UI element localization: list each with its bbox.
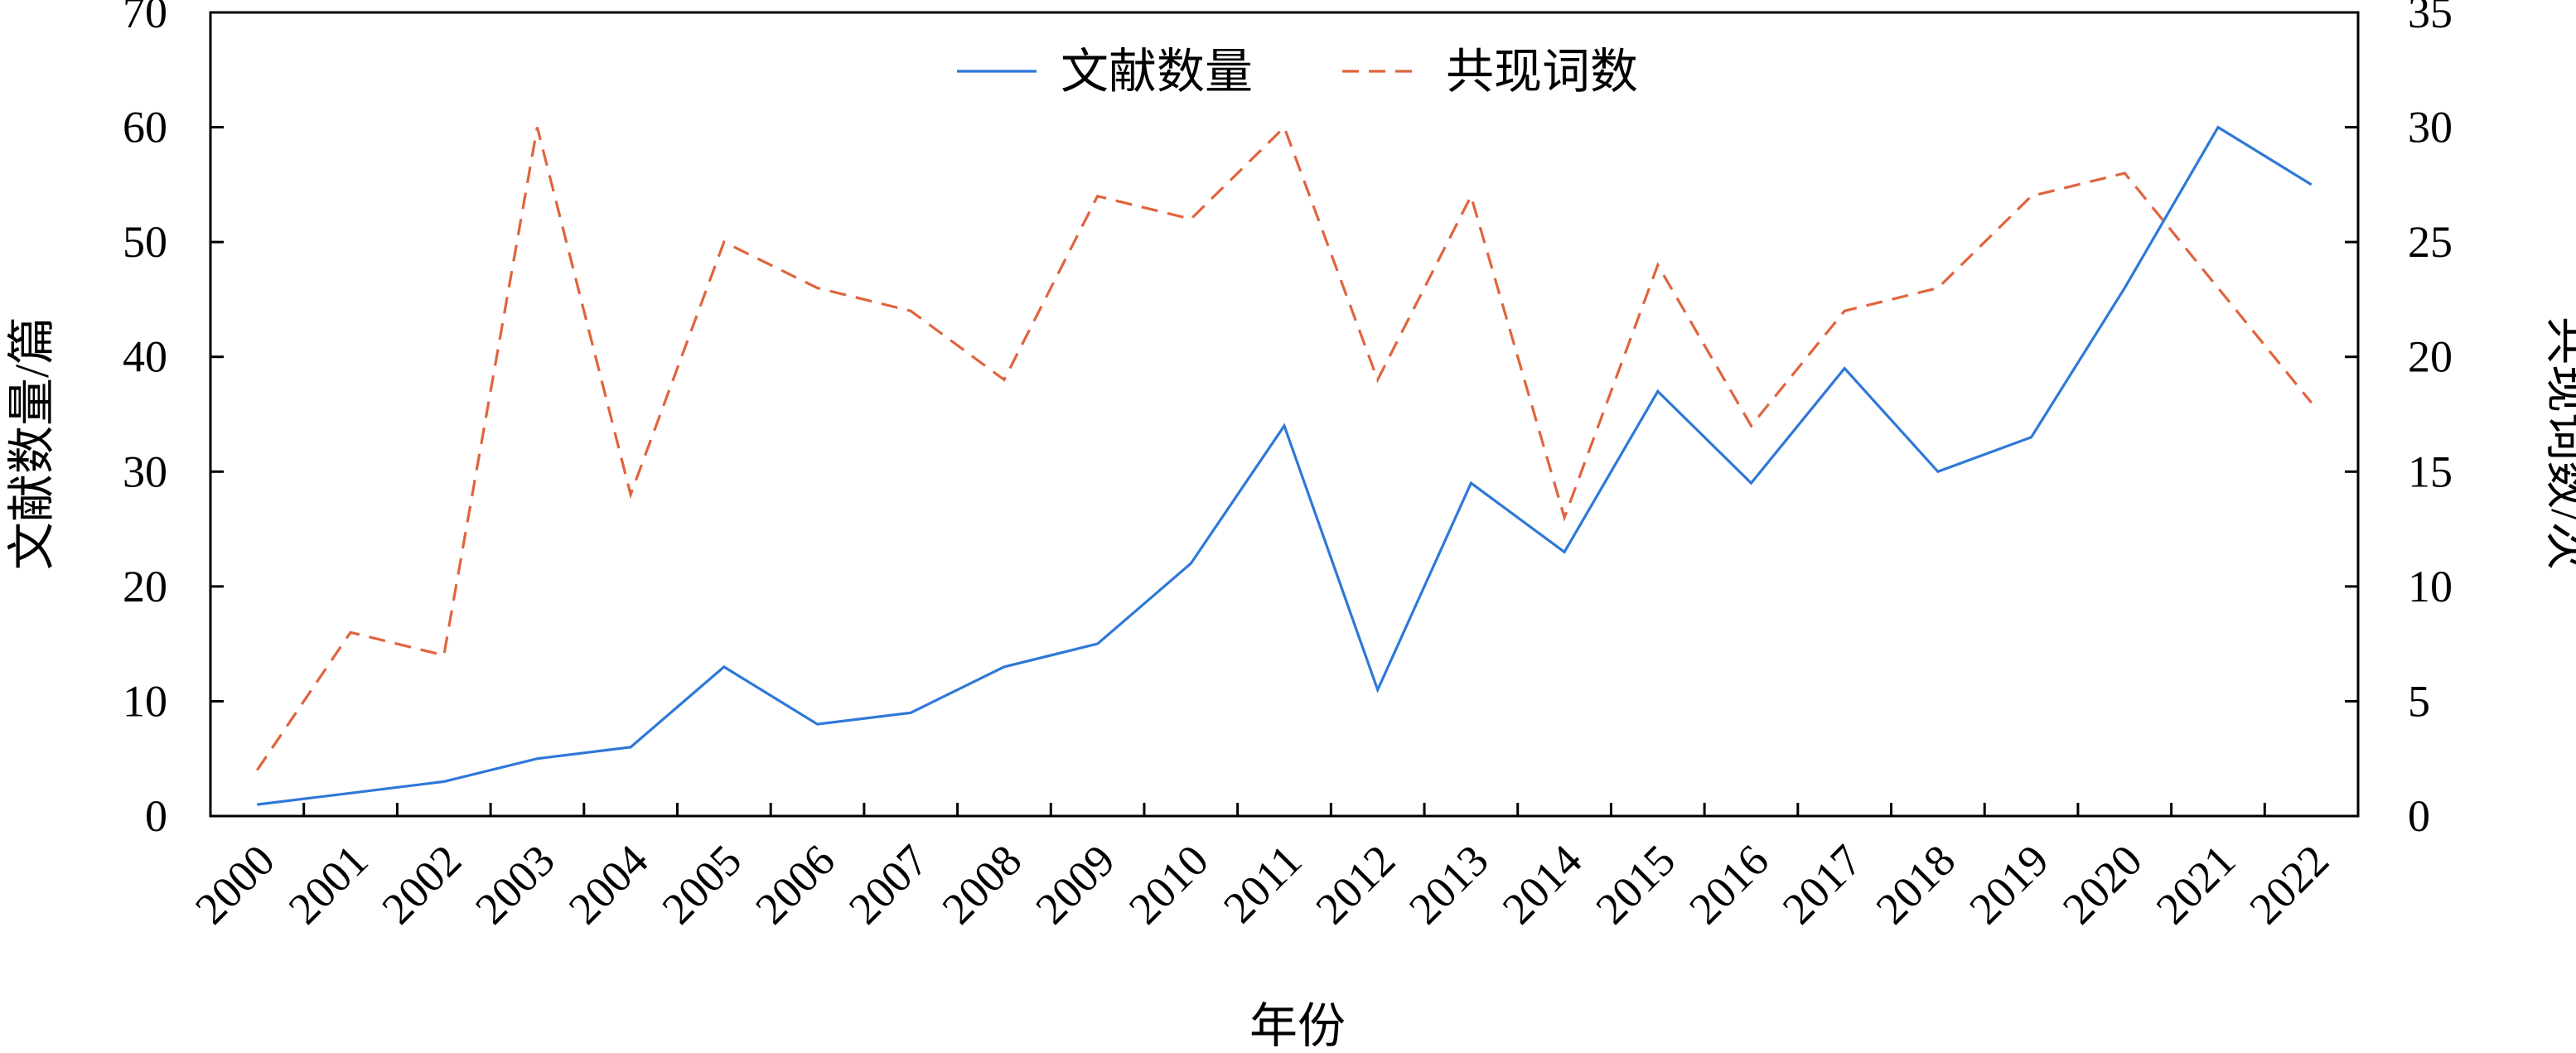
x-tick-label: 2001 — [279, 835, 378, 934]
x-tick-label: 2015 — [1586, 835, 1684, 934]
x-tick-label: 2020 — [2053, 835, 2152, 934]
x-tick-label: 2009 — [1026, 835, 1124, 934]
x-tick-label: 2002 — [372, 835, 471, 934]
x-tick-label: 2017 — [1773, 835, 1872, 934]
y-left-tick-label: 30 — [123, 447, 167, 496]
y-left-tick-label: 0 — [145, 791, 167, 841]
x-tick-label: 2000 — [186, 835, 284, 934]
x-tick-label: 2007 — [839, 835, 938, 934]
y-left-tick-label: 20 — [123, 562, 167, 611]
y-left-tick-label: 50 — [123, 217, 167, 267]
x-tick-label: 2011 — [1214, 835, 1311, 932]
y-axis-label-right: 共现词数/次 — [2541, 316, 2576, 570]
y-right-tick-label: 20 — [2408, 332, 2453, 382]
series-line-2 — [255, 124, 2313, 771]
legend: 文献数量 共现词数 — [957, 45, 1638, 99]
x-axis-label: 年份 — [1249, 999, 1346, 1053]
x-tick-label: 2012 — [1306, 835, 1404, 934]
series-line-1 — [257, 125, 2313, 806]
y-right-tick-label: 0 — [2408, 791, 2430, 841]
x-tick-label: 2019 — [1960, 835, 2058, 934]
y-right-tick-label: 15 — [2408, 447, 2453, 496]
y-left-tick-label: 10 — [123, 676, 167, 726]
x-tick-label: 2016 — [1679, 835, 1778, 934]
y-right-tick-label: 5 — [2408, 676, 2430, 726]
x-tick-label: 2022 — [2240, 835, 2338, 934]
y-right-tick-label: 30 — [2408, 103, 2453, 152]
x-tick-label: 2005 — [653, 835, 752, 934]
y-axis-label-left: 文献数量/篇 — [5, 316, 59, 570]
x-tick-label: 2010 — [1119, 835, 1218, 934]
legend-label-1: 文献数量 — [1061, 45, 1253, 99]
y-right-tick-label: 25 — [2408, 217, 2453, 267]
x-tick-label: 2018 — [1867, 835, 1965, 934]
y-left-tick-label: 70 — [123, 0, 167, 37]
y-left-tick-label: 40 — [123, 332, 167, 382]
x-tick-label: 2003 — [466, 835, 564, 934]
legend-label-2: 共现词数 — [1446, 45, 1638, 99]
x-tick-label: 2008 — [933, 835, 1032, 934]
x-tick-label: 2004 — [559, 835, 658, 934]
plot-area-frame — [209, 11, 2360, 818]
y-right-tick-label: 10 — [2408, 562, 2453, 611]
y-left-tick-label: 60 — [123, 103, 167, 152]
x-tick-label: 2021 — [2147, 835, 2245, 934]
x-tick-label: 2014 — [1493, 835, 1592, 934]
x-tick-label: 2013 — [1399, 835, 1498, 934]
x-tick-label: 2006 — [746, 835, 844, 934]
y-right-tick-label: 35 — [2408, 0, 2453, 37]
